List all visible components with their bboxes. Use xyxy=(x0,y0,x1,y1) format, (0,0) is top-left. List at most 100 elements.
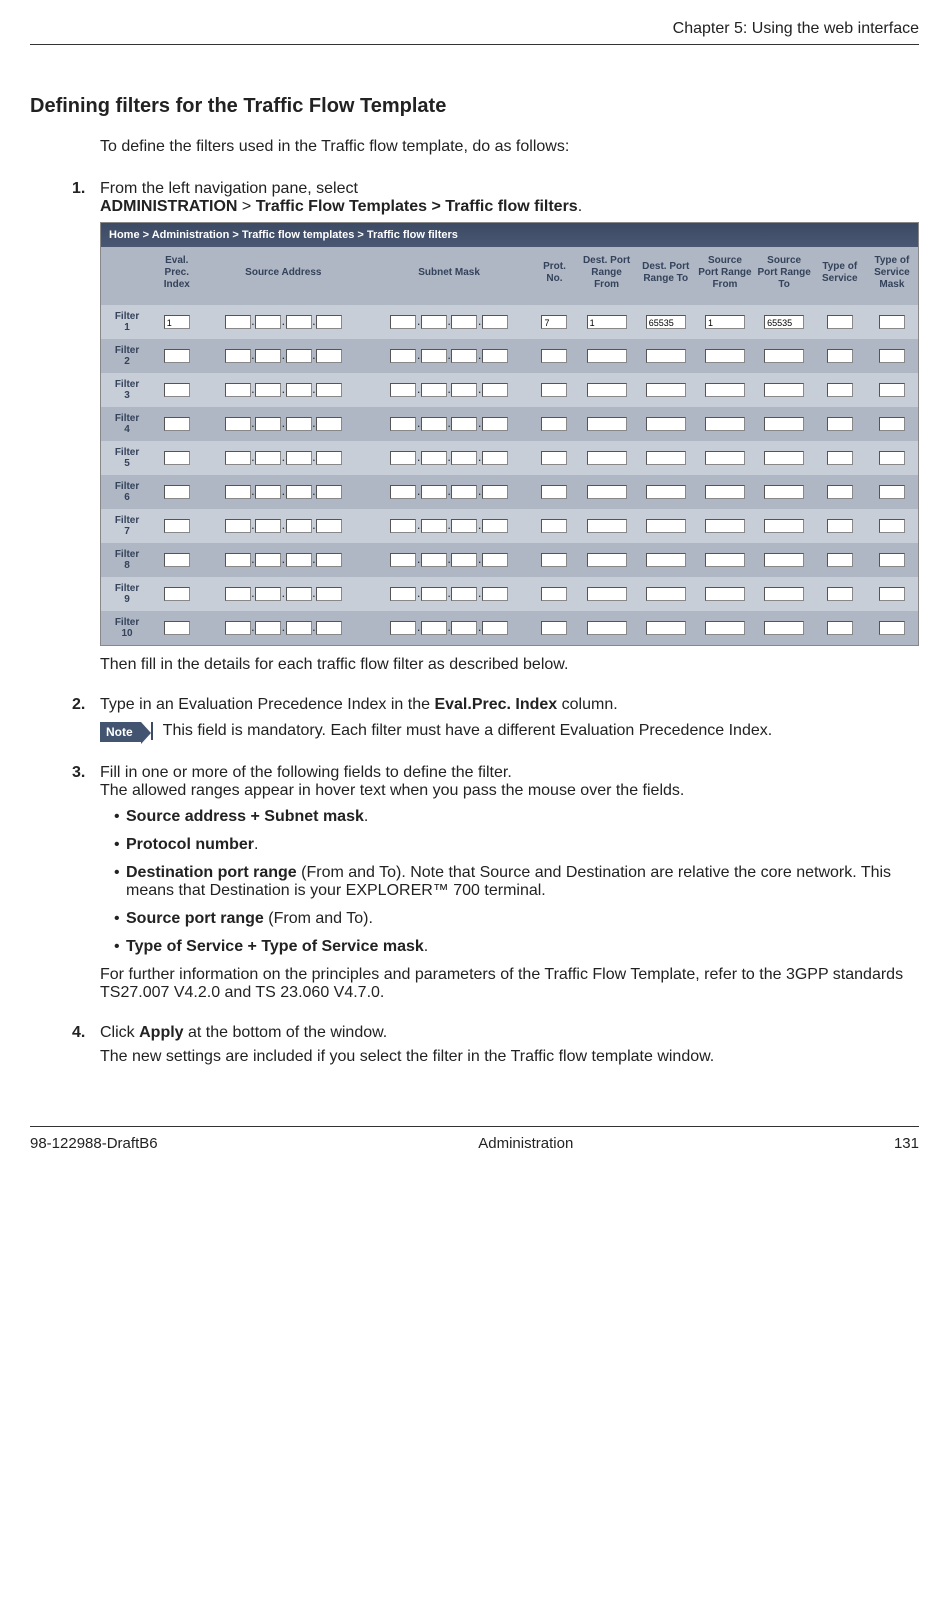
spfrom-cell[interactable] xyxy=(695,339,754,373)
source-addr-cell[interactable]: ... xyxy=(200,475,366,509)
dpto-cell[interactable] xyxy=(636,407,695,441)
subnet-cell[interactable]: ... xyxy=(366,577,532,611)
subnet-cell[interactable]: ... xyxy=(366,543,532,577)
dpto-cell[interactable] xyxy=(636,441,695,475)
proto-cell[interactable] xyxy=(532,577,577,611)
tos-cell[interactable] xyxy=(814,373,866,407)
tos-cell[interactable] xyxy=(814,611,866,645)
subnet-cell[interactable]: ... xyxy=(366,373,532,407)
subnet-cell[interactable]: ... xyxy=(366,305,532,339)
tos-cell[interactable] xyxy=(814,577,866,611)
eval-cell[interactable] xyxy=(153,611,200,645)
spto-cell[interactable] xyxy=(755,475,814,509)
spto-cell[interactable] xyxy=(755,373,814,407)
spto-cell[interactable] xyxy=(755,611,814,645)
tos-cell[interactable] xyxy=(814,305,866,339)
dpto-cell[interactable] xyxy=(636,373,695,407)
source-addr-cell[interactable]: ... xyxy=(200,339,366,373)
dpto-cell[interactable] xyxy=(636,543,695,577)
proto-cell[interactable] xyxy=(532,373,577,407)
dpto-cell[interactable] xyxy=(636,577,695,611)
subnet-cell[interactable]: ... xyxy=(366,441,532,475)
dpto-cell[interactable] xyxy=(636,611,695,645)
tosmask-cell[interactable] xyxy=(866,543,918,577)
spfrom-cell[interactable] xyxy=(695,373,754,407)
eval-cell[interactable] xyxy=(153,339,200,373)
dpfrom-cell[interactable] xyxy=(577,339,636,373)
spfrom-cell[interactable] xyxy=(695,577,754,611)
dpto-cell[interactable] xyxy=(636,475,695,509)
tos-cell[interactable] xyxy=(814,407,866,441)
tosmask-cell[interactable] xyxy=(866,407,918,441)
eval-cell[interactable] xyxy=(153,475,200,509)
spto-cell[interactable] xyxy=(755,543,814,577)
tosmask-cell[interactable] xyxy=(866,611,918,645)
spfrom-cell[interactable] xyxy=(695,509,754,543)
proto-cell[interactable] xyxy=(532,509,577,543)
dpfrom-cell[interactable] xyxy=(577,441,636,475)
dpfrom-cell[interactable] xyxy=(577,509,636,543)
proto-cell[interactable] xyxy=(532,475,577,509)
proto-cell[interactable] xyxy=(532,407,577,441)
eval-cell[interactable] xyxy=(153,373,200,407)
source-addr-cell[interactable]: ... xyxy=(200,611,366,645)
source-addr-cell[interactable]: ... xyxy=(200,373,366,407)
proto-cell[interactable] xyxy=(532,543,577,577)
tos-cell[interactable] xyxy=(814,475,866,509)
eval-cell[interactable] xyxy=(153,509,200,543)
proto-cell[interactable] xyxy=(532,441,577,475)
tos-cell[interactable] xyxy=(814,339,866,373)
proto-cell[interactable] xyxy=(532,611,577,645)
spfrom-cell[interactable] xyxy=(695,441,754,475)
dpfrom-cell[interactable] xyxy=(577,373,636,407)
spto-cell[interactable] xyxy=(755,339,814,373)
spfrom-cell[interactable] xyxy=(695,407,754,441)
subnet-cell[interactable]: ... xyxy=(366,339,532,373)
spto-cell[interactable] xyxy=(755,577,814,611)
spto-cell[interactable]: 65535 xyxy=(755,305,814,339)
dpfrom-cell[interactable] xyxy=(577,475,636,509)
tosmask-cell[interactable] xyxy=(866,305,918,339)
tos-cell[interactable] xyxy=(814,543,866,577)
source-addr-cell[interactable]: ... xyxy=(200,305,366,339)
dpto-cell[interactable] xyxy=(636,509,695,543)
dpfrom-cell[interactable] xyxy=(577,577,636,611)
dpfrom-cell[interactable]: 1 xyxy=(577,305,636,339)
eval-cell[interactable] xyxy=(153,441,200,475)
proto-cell[interactable] xyxy=(532,339,577,373)
eval-cell[interactable] xyxy=(153,543,200,577)
subnet-cell[interactable]: ... xyxy=(366,611,532,645)
eval-cell[interactable] xyxy=(153,577,200,611)
spfrom-cell[interactable] xyxy=(695,475,754,509)
tosmask-cell[interactable] xyxy=(866,577,918,611)
source-addr-cell[interactable]: ... xyxy=(200,509,366,543)
tosmask-cell[interactable] xyxy=(866,475,918,509)
tosmask-cell[interactable] xyxy=(866,509,918,543)
spfrom-cell[interactable] xyxy=(695,543,754,577)
dpto-cell[interactable] xyxy=(636,339,695,373)
subnet-cell[interactable]: ... xyxy=(366,475,532,509)
spto-cell[interactable] xyxy=(755,441,814,475)
subnet-cell[interactable]: ... xyxy=(366,509,532,543)
spfrom-cell[interactable] xyxy=(695,611,754,645)
tosmask-cell[interactable] xyxy=(866,441,918,475)
source-addr-cell[interactable]: ... xyxy=(200,407,366,441)
eval-cell[interactable] xyxy=(153,407,200,441)
spfrom-cell[interactable]: 1 xyxy=(695,305,754,339)
dpfrom-cell[interactable] xyxy=(577,407,636,441)
source-addr-cell[interactable]: ... xyxy=(200,543,366,577)
proto-cell[interactable]: 7 xyxy=(532,305,577,339)
dpfrom-cell[interactable] xyxy=(577,543,636,577)
dpfrom-cell[interactable] xyxy=(577,611,636,645)
tosmask-cell[interactable] xyxy=(866,373,918,407)
spto-cell[interactable] xyxy=(755,407,814,441)
dpto-cell[interactable]: 65535 xyxy=(636,305,695,339)
tosmask-cell[interactable] xyxy=(866,339,918,373)
subnet-cell[interactable]: ... xyxy=(366,407,532,441)
source-addr-cell[interactable]: ... xyxy=(200,577,366,611)
tos-cell[interactable] xyxy=(814,509,866,543)
spto-cell[interactable] xyxy=(755,509,814,543)
source-addr-cell[interactable]: ... xyxy=(200,441,366,475)
tos-cell[interactable] xyxy=(814,441,866,475)
eval-cell[interactable]: 1 xyxy=(153,305,200,339)
